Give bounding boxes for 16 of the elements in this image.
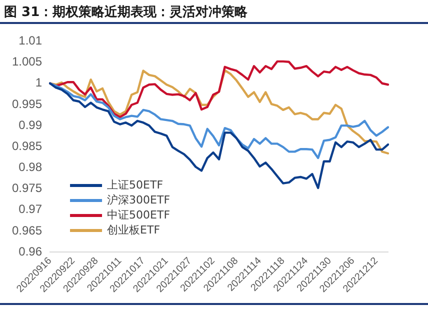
- y-tick-label: 1.005: [12, 54, 42, 69]
- y-tick-label: 0.96: [18, 244, 42, 258]
- y-tick-label: 0.99: [18, 118, 42, 132]
- legend-label: 沪深300ETF: [107, 193, 170, 206]
- legend-label: 上证50ETF: [107, 178, 164, 192]
- y-tick-label: 0.995: [12, 96, 42, 111]
- y-tick-label: 0.985: [12, 138, 42, 153]
- y-tick-label: 1: [35, 76, 42, 90]
- y-tick-label: 0.975: [12, 181, 42, 196]
- y-tick-label: 0.965: [12, 223, 42, 238]
- y-tick-label: 1.01: [18, 34, 42, 48]
- y-tick-label: 0.97: [18, 202, 42, 216]
- chart-title: 图 31：期权策略近期表现：灵活对冲策略: [4, 4, 248, 21]
- y-tick-label: 0.98: [18, 160, 42, 174]
- legend-label: 创业板ETF: [107, 223, 160, 236]
- legend-label: 中证500ETF: [107, 208, 170, 222]
